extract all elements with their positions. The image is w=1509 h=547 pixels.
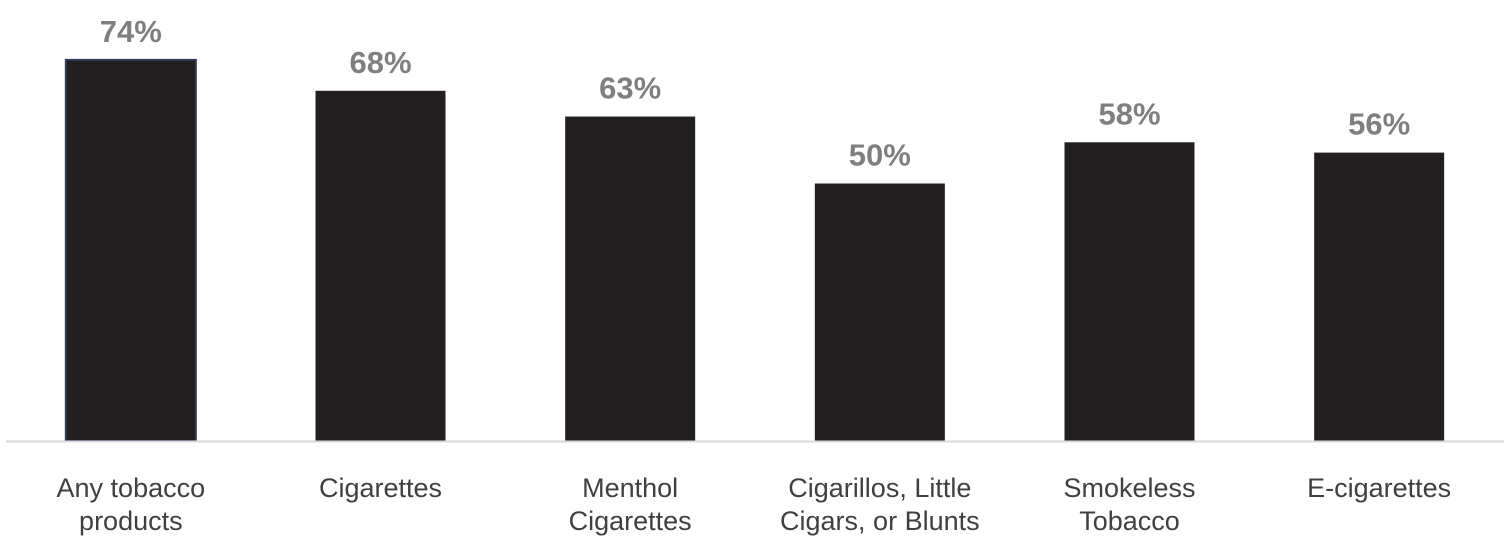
data-labels: 74% 68% 63% 50% 58% 56% bbox=[100, 14, 1410, 173]
data-label-3: 63% bbox=[599, 71, 661, 106]
bars bbox=[64, 58, 1445, 443]
category-label-line: Smokeless bbox=[1063, 473, 1195, 503]
category-label-line: E-cigarettes bbox=[1307, 473, 1451, 503]
category-label-line: Cigarettes bbox=[569, 506, 692, 536]
category-label-1: Any tobacco products bbox=[57, 473, 206, 536]
category-label-line: Cigarillos, Little bbox=[788, 473, 971, 503]
category-label-line: Menthol bbox=[582, 473, 678, 503]
bar-4 bbox=[814, 183, 945, 441]
category-label-4: Cigarillos, Little Cigars, or Blunts bbox=[780, 473, 980, 536]
data-label-4: 50% bbox=[849, 138, 911, 173]
bar-3 bbox=[565, 116, 696, 442]
category-label-6: E-cigarettes bbox=[1307, 473, 1451, 503]
bar-6 bbox=[1314, 152, 1445, 441]
data-label-6: 56% bbox=[1348, 107, 1410, 142]
data-label-5: 58% bbox=[1098, 96, 1160, 131]
category-label-5: Smokeless Tobacco bbox=[1063, 473, 1195, 536]
data-label-1: 74% bbox=[100, 14, 162, 49]
category-label-line: Cigarettes bbox=[319, 473, 442, 503]
bar-1 bbox=[64, 58, 197, 443]
bar-2 bbox=[315, 90, 446, 442]
category-label-line: Any tobacco bbox=[57, 473, 206, 503]
category-label-line: Tobacco bbox=[1079, 506, 1180, 536]
bar-5 bbox=[1064, 142, 1195, 442]
category-label-line: products bbox=[79, 506, 183, 536]
data-label-2: 68% bbox=[349, 45, 411, 80]
category-label-line: Cigars, or Blunts bbox=[780, 506, 980, 536]
category-label-3: Menthol Cigarettes bbox=[569, 473, 692, 536]
category-label-2: Cigarettes bbox=[319, 473, 442, 503]
